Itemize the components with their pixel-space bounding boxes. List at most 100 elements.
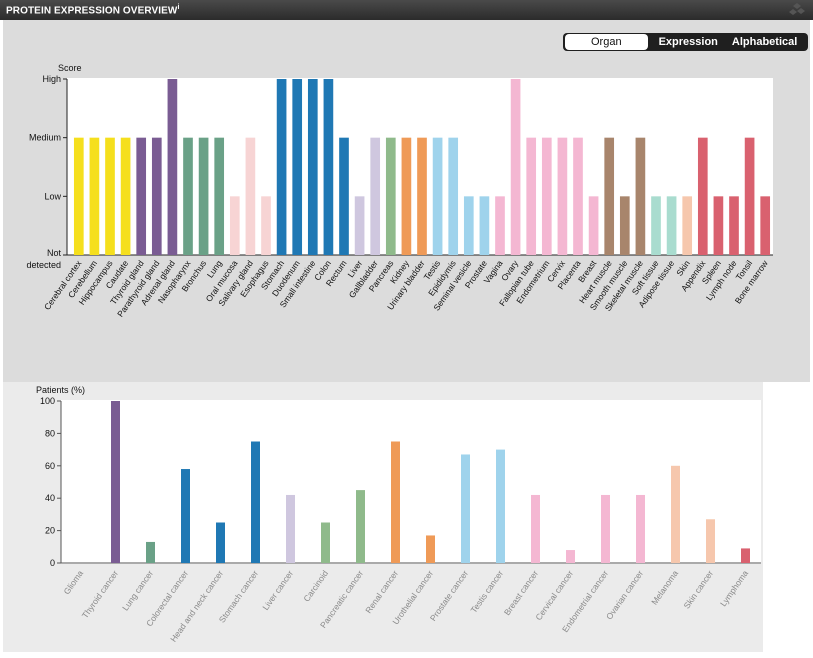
organ-bar[interactable] xyxy=(713,196,724,255)
info-marker[interactable]: i xyxy=(177,4,180,11)
sort-organ-button[interactable]: Organ xyxy=(565,34,648,50)
organ-bar[interactable] xyxy=(136,137,147,255)
cancer-label: Prostate cancer xyxy=(428,568,470,623)
top-y-axis-title: Score xyxy=(58,63,82,73)
organ-bar[interactable] xyxy=(479,196,490,255)
organ-bar[interactable] xyxy=(292,79,303,255)
top-x-labels: Cerebral cortexCerebellumHippocampusCaud… xyxy=(42,258,770,319)
organ-bar[interactable] xyxy=(120,137,131,255)
organ-bar[interactable] xyxy=(229,196,240,255)
bottom-y-tick-label: 80 xyxy=(45,428,55,438)
organ-bar[interactable] xyxy=(354,196,365,255)
cancer-label: Carcinoid xyxy=(301,568,330,603)
organ-bar[interactable] xyxy=(573,137,583,255)
top-y-tick-label: Not xyxy=(47,248,62,258)
cancer-label: Melanoma xyxy=(649,568,680,606)
cancer-bar[interactable] xyxy=(321,522,330,564)
organ-bar[interactable] xyxy=(510,79,521,255)
page-title: PROTEIN EXPRESSION OVERVIEWi xyxy=(6,4,180,17)
organ-bar[interactable] xyxy=(370,137,381,255)
organ-bar[interactable] xyxy=(276,79,287,255)
organ-bar[interactable] xyxy=(448,137,459,255)
organ-bar[interactable] xyxy=(105,137,115,255)
cancer-bar[interactable] xyxy=(566,550,575,563)
bottom-y-tick-label: 40 xyxy=(45,493,55,503)
organ-bar[interactable] xyxy=(198,137,209,255)
organ-bar[interactable] xyxy=(183,137,193,255)
cancer-bar[interactable] xyxy=(251,441,260,564)
cancer-bar[interactable] xyxy=(496,449,505,563)
organ-bar[interactable] xyxy=(541,137,552,255)
organ-bar[interactable] xyxy=(619,196,630,255)
organ-bar[interactable] xyxy=(385,137,396,255)
cancer-label: Testis cancer xyxy=(468,568,505,615)
cancer-label: Renal cancer xyxy=(363,568,400,615)
cancer-bar[interactable] xyxy=(531,494,540,563)
organ-bar[interactable] xyxy=(417,137,427,255)
cancer-label: Thyroid cancer xyxy=(80,568,121,620)
organ-bar[interactable] xyxy=(307,79,318,255)
cancer-bar[interactable] xyxy=(706,519,715,563)
bottom-y-tick-label: 20 xyxy=(45,526,55,536)
cancer-label: Lung cancer xyxy=(120,568,155,612)
cancer-bar[interactable] xyxy=(636,494,645,563)
organ-bar[interactable] xyxy=(401,137,412,255)
cancer-bar[interactable] xyxy=(356,490,365,563)
sort-expression-button[interactable]: Expression xyxy=(658,36,718,48)
cancer-bar[interactable] xyxy=(111,401,120,563)
organ-bar[interactable] xyxy=(651,196,661,255)
corner-decoration-icon xyxy=(789,3,805,15)
cancer-bar[interactable] xyxy=(146,541,155,563)
title-bar: PROTEIN EXPRESSION OVERVIEWi xyxy=(0,0,813,20)
bottom-plot-area xyxy=(61,400,761,564)
bottom-y-tick-label: 100 xyxy=(40,396,55,406)
cancer-label: Liver cancer xyxy=(260,568,295,612)
organ-bar[interactable] xyxy=(588,196,599,255)
organ-bar[interactable] xyxy=(73,137,84,255)
sort-alphabetical-button[interactable]: Alphabetical xyxy=(731,36,798,48)
top-y-tick-label: Medium xyxy=(29,133,61,143)
bottom-y-tick-label: 0 xyxy=(50,558,55,568)
organ-bar[interactable] xyxy=(151,137,162,255)
top-y-tick-label: High xyxy=(42,74,61,84)
cancer-bar[interactable] xyxy=(216,522,225,564)
organ-bar[interactable] xyxy=(339,137,349,255)
bottom-y-tick-label: 60 xyxy=(45,461,55,471)
organ-bar[interactable] xyxy=(635,137,646,255)
bottom-bars xyxy=(111,401,750,563)
organ-bar[interactable] xyxy=(495,196,505,255)
organ-bar[interactable] xyxy=(557,137,568,255)
cancer-bar[interactable] xyxy=(601,494,610,563)
organ-bar[interactable] xyxy=(666,196,677,255)
cancer-bar[interactable] xyxy=(426,535,435,563)
cancer-label: Ovarian cancer xyxy=(604,568,645,621)
organ-bar[interactable] xyxy=(729,196,739,255)
sort-toggle-group: Organ Expression Alphabetical xyxy=(563,33,809,51)
organ-bar[interactable] xyxy=(526,137,537,255)
top-bars xyxy=(73,79,771,255)
organ-bar[interactable] xyxy=(245,137,256,255)
organ-bar[interactable] xyxy=(167,79,178,255)
organ-bar[interactable] xyxy=(760,196,771,255)
organ-bar[interactable] xyxy=(682,196,693,255)
organ-bar[interactable] xyxy=(463,196,474,255)
organ-bar[interactable] xyxy=(261,196,271,255)
organ-bar[interactable] xyxy=(323,79,334,255)
cancer-label: Lymphoma xyxy=(718,568,750,608)
cancer-bar[interactable] xyxy=(671,465,680,563)
organ-bar[interactable] xyxy=(744,137,755,255)
cancer-bar[interactable] xyxy=(181,469,190,563)
cancer-bar[interactable] xyxy=(391,441,400,564)
cancer-bar[interactable] xyxy=(286,494,295,563)
top-y-tick-label: detected xyxy=(26,260,61,270)
cancer-bar[interactable] xyxy=(461,454,470,563)
organ-bar[interactable] xyxy=(432,137,443,255)
organ-bar[interactable] xyxy=(214,137,225,255)
cancer-label: Skin cancer xyxy=(681,568,715,610)
organ-bar[interactable] xyxy=(604,137,615,255)
cancer-bar[interactable] xyxy=(741,548,750,563)
organ-bar[interactable] xyxy=(697,137,708,255)
organ-bar[interactable] xyxy=(89,137,100,255)
